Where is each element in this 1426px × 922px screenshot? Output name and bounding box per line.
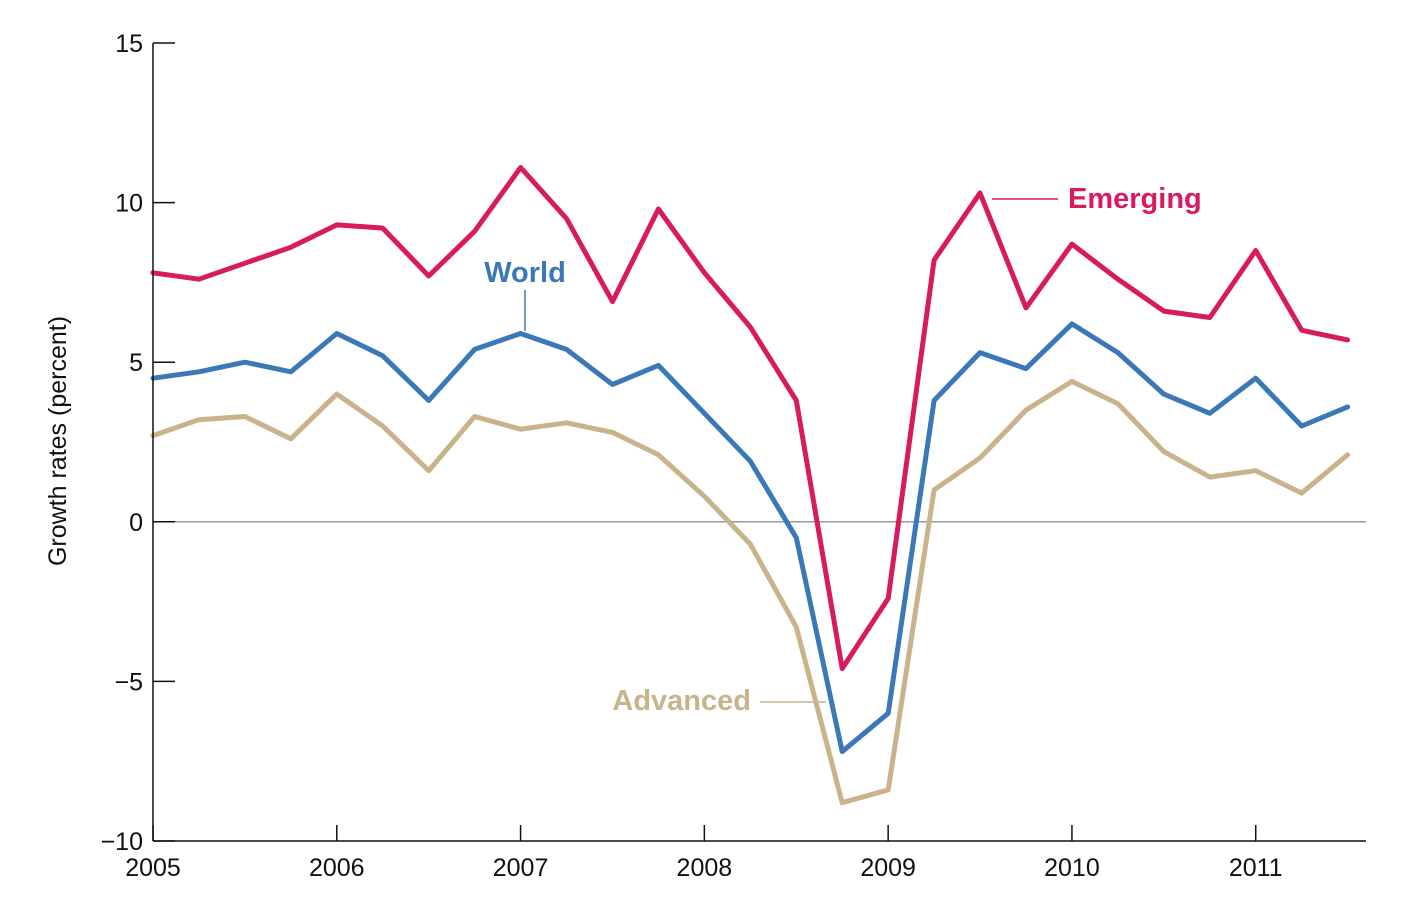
axes-layer xyxy=(152,43,1366,842)
x-tick-label: 2010 xyxy=(1044,854,1100,882)
x-tick-label: 2007 xyxy=(493,854,549,882)
y-tick-label: 0 xyxy=(129,509,143,537)
x-tick-label: 2009 xyxy=(860,854,916,882)
x-axis-ticks: 2005 2006 2007 2008 2009 2010 2011 xyxy=(125,825,1283,882)
y-tick-label: 5 xyxy=(129,349,143,377)
y-tick-label: 10 xyxy=(115,190,143,218)
x-tick-label: 2011 xyxy=(1229,854,1283,882)
series-labels: Emerging World Advanced xyxy=(484,183,1202,717)
series-label-advanced: Advanced xyxy=(612,685,751,717)
series-layer xyxy=(150,165,1351,806)
y-tick-label: −10 xyxy=(101,828,143,856)
series-label-emerging: Emerging xyxy=(1068,183,1202,215)
series-line-world xyxy=(150,321,1351,755)
y-axis-ticks: −10 −5 0 5 10 15 xyxy=(101,30,175,856)
x-tick-label: 2008 xyxy=(677,854,733,882)
x-tick-label: 2005 xyxy=(125,854,181,882)
series-line-advanced xyxy=(150,378,1351,806)
series-label-world: World xyxy=(484,257,566,289)
series-line-emerging xyxy=(150,165,1351,672)
y-tick-label: −5 xyxy=(114,668,143,696)
y-axis-title: Growth rates (percent) xyxy=(44,316,72,566)
x-tick-label: 2006 xyxy=(309,854,365,882)
y-tick-label: 15 xyxy=(115,30,143,58)
